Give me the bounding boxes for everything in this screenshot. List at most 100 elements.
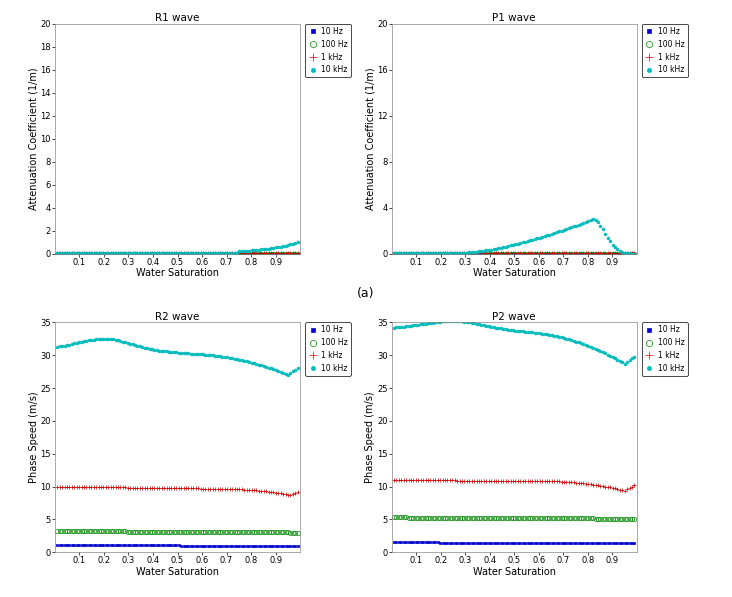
Line: 10 kHz: 10 kHz — [392, 319, 636, 365]
1 kHz — [389, 250, 398, 257]
100 Hz — [196, 528, 205, 536]
1 kHz — [286, 491, 295, 498]
100 Hz — [610, 515, 619, 522]
Line: 10 Hz: 10 Hz — [392, 541, 636, 544]
Line: 100 Hz: 100 Hz — [56, 251, 299, 256]
10 kHz — [179, 349, 188, 356]
100 Hz — [610, 250, 619, 257]
10 kHz — [99, 336, 108, 343]
10 kHz — [294, 239, 302, 246]
1 kHz — [446, 250, 455, 257]
100 Hz — [99, 250, 108, 257]
100 Hz — [533, 250, 542, 257]
10 kHz — [109, 250, 118, 257]
10 Hz — [274, 250, 283, 257]
1 kHz — [294, 489, 302, 496]
10 kHz — [436, 249, 444, 256]
100 Hz — [274, 529, 283, 536]
X-axis label: Water Saturation: Water Saturation — [473, 268, 556, 278]
X-axis label: Water Saturation: Water Saturation — [136, 567, 219, 577]
10 Hz — [109, 541, 118, 549]
Text: (a): (a) — [357, 287, 375, 300]
10 kHz — [286, 370, 295, 377]
10 kHz — [111, 336, 120, 343]
10 kHz — [620, 360, 629, 367]
100 Hz — [446, 514, 455, 521]
10 kHz — [589, 216, 597, 223]
10 kHz — [198, 351, 207, 358]
1 kHz — [109, 250, 118, 257]
10 Hz — [196, 542, 205, 549]
10 Hz — [99, 250, 108, 257]
100 Hz — [513, 515, 522, 522]
1 kHz — [196, 485, 205, 492]
100 Hz — [630, 516, 639, 523]
1 kHz — [630, 250, 639, 257]
100 Hz — [389, 514, 398, 521]
10 Hz — [533, 250, 542, 257]
1 kHz — [533, 250, 542, 257]
Y-axis label: Phase Speed (m/s): Phase Speed (m/s) — [365, 392, 376, 483]
10 kHz — [513, 240, 522, 247]
Line: 1 kHz: 1 kHz — [55, 484, 300, 497]
Title: R1 wave: R1 wave — [155, 13, 200, 23]
Y-axis label: Attenuation Coefficient (1/m): Attenuation Coefficient (1/m) — [29, 67, 39, 210]
10 kHz — [535, 330, 544, 337]
1 kHz — [99, 250, 108, 257]
10 kHz — [630, 353, 639, 360]
1 kHz — [513, 478, 522, 485]
1 kHz — [610, 250, 619, 257]
1 kHz — [294, 250, 302, 257]
1 kHz — [446, 477, 455, 484]
Title: R2 wave: R2 wave — [155, 312, 200, 322]
Legend: 10 Hz, 100 Hz, 1 kHz, 10 kHz: 10 Hz, 100 Hz, 1 kHz, 10 kHz — [305, 24, 351, 78]
100 Hz — [99, 528, 108, 535]
10 Hz — [610, 540, 619, 547]
100 Hz — [389, 250, 398, 257]
10 Hz — [281, 542, 290, 549]
10 Hz — [176, 250, 185, 257]
10 Hz — [513, 539, 522, 546]
10 Hz — [610, 250, 619, 257]
Line: 100 Hz: 100 Hz — [56, 529, 299, 535]
100 Hz — [618, 250, 627, 257]
10 kHz — [53, 250, 61, 257]
1 kHz — [196, 250, 205, 257]
10 Hz — [513, 250, 522, 257]
Legend: 10 Hz, 100 Hz, 1 kHz, 10 kHz: 10 Hz, 100 Hz, 1 kHz, 10 kHz — [642, 322, 687, 376]
10 Hz — [196, 250, 205, 257]
1 kHz — [281, 491, 290, 498]
10 Hz — [274, 542, 283, 549]
10 Hz — [389, 250, 398, 257]
100 Hz — [274, 250, 283, 257]
1 kHz — [533, 478, 542, 485]
1 kHz — [610, 485, 619, 492]
1 kHz — [274, 490, 283, 497]
100 Hz — [513, 250, 522, 257]
10 kHz — [446, 318, 455, 325]
10 Hz — [436, 539, 444, 546]
Line: 10 kHz: 10 kHz — [392, 218, 636, 255]
10 Hz — [281, 250, 290, 257]
100 Hz — [176, 250, 185, 257]
1 kHz — [620, 487, 629, 494]
100 Hz — [196, 250, 205, 257]
Line: 10 Hz: 10 Hz — [56, 544, 299, 547]
10 Hz — [99, 541, 108, 549]
10 kHz — [176, 250, 185, 257]
10 Hz — [53, 541, 61, 549]
1 kHz — [618, 487, 627, 494]
Line: 10 Hz: 10 Hz — [392, 253, 636, 255]
100 Hz — [630, 250, 639, 257]
10 kHz — [196, 250, 205, 257]
100 Hz — [53, 528, 61, 535]
10 kHz — [53, 343, 61, 350]
X-axis label: Water Saturation: Water Saturation — [136, 268, 219, 278]
1 kHz — [436, 250, 444, 257]
10 kHz — [102, 336, 111, 343]
Line: 100 Hz: 100 Hz — [392, 251, 636, 256]
10 kHz — [99, 250, 108, 257]
Line: 1 kHz: 1 kHz — [392, 478, 637, 493]
1 kHz — [109, 484, 118, 491]
10 kHz — [516, 328, 525, 335]
